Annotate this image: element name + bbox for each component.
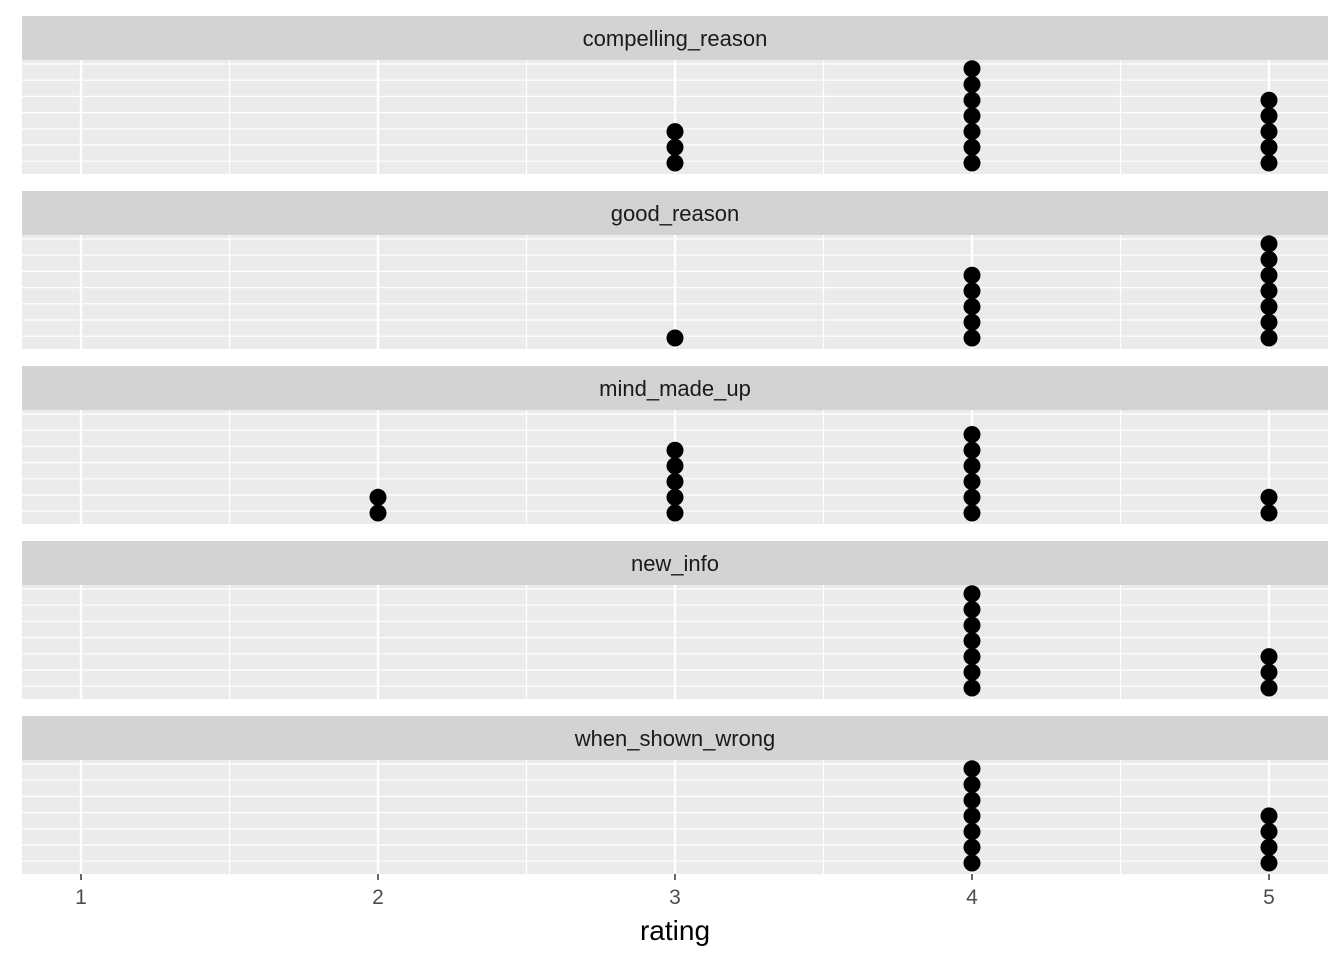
x-tick-label: 2 [372,886,384,909]
dot-rating-4 [963,488,981,506]
facet-compelling_reason: compelling_reason [22,16,1328,174]
dot-rating-4 [963,123,981,141]
dot-rating-3 [666,473,684,491]
x-tick-label: 4 [966,886,978,909]
facet-when_shown_wrong: when_shown_wrong [22,716,1328,874]
dot-rating-4 [963,154,981,172]
facet-strip-label: when_shown_wrong [574,726,776,751]
x-tick-label: 3 [669,886,681,909]
dot-rating-5 [1260,488,1278,506]
dot-rating-4 [963,441,981,459]
x-tick-label: 1 [75,886,87,909]
dot-rating-4 [963,776,981,793]
dot-rating-4 [963,632,981,650]
dot-rating-5 [1260,648,1278,666]
dot-rating-4 [963,473,981,491]
dot-rating-4 [963,60,981,78]
dot-rating-3 [666,329,684,347]
dot-rating-5 [1260,138,1278,156]
x-axis-title: rating [640,915,710,946]
dot-rating-4 [963,585,981,603]
facet-good_reason: good_reason [22,191,1328,349]
dot-rating-4 [963,601,981,618]
facet-strip-label: new_info [631,551,719,576]
dot-rating-5 [1260,266,1278,284]
facet-strip-label: mind_made_up [599,376,751,401]
facet-strip [22,16,1328,60]
dot-rating-5 [1260,823,1278,841]
dot-rating-2 [369,504,387,522]
dot-rating-3 [666,154,684,172]
dot-rating-4 [963,298,981,316]
dot-rating-4 [963,282,981,300]
dot-rating-5 [1260,807,1278,825]
facet-strip [22,366,1328,410]
facet-strip [22,716,1328,760]
dot-rating-5 [1260,663,1278,681]
facet-panels: compelling_reason good_reason mind_made_up… [22,16,1328,874]
dot-rating-4 [963,854,981,872]
dot-rating-4 [963,91,981,109]
dot-rating-5 [1260,313,1278,331]
dot-rating-3 [666,457,684,475]
dot-rating-5 [1260,504,1278,522]
x-tick-label: 5 [1263,886,1275,909]
facet-new_info: new_info [22,541,1328,699]
dot-rating-3 [666,441,684,459]
dot-rating-4 [963,648,981,666]
dot-rating-5 [1260,91,1278,109]
dot-rating-4 [963,679,981,697]
dot-rating-5 [1260,251,1278,268]
dot-rating-3 [666,123,684,141]
dot-rating-4 [963,313,981,331]
dot-rating-4 [963,838,981,856]
dot-rating-4 [963,760,981,778]
dot-rating-2 [369,488,387,506]
dot-rating-4 [963,504,981,522]
dot-rating-4 [963,807,981,825]
dot-rating-5 [1260,854,1278,872]
facet-strip-label: good_reason [611,201,739,226]
dot-rating-3 [666,504,684,522]
dot-rating-4 [963,823,981,841]
dot-rating-4 [963,266,981,284]
dot-rating-4 [963,426,981,443]
dot-rating-5 [1260,107,1278,125]
facet-strip [22,541,1328,585]
dot-rating-4 [963,138,981,156]
facet-mind_made_up: mind_made_up [22,366,1328,524]
facet-strip-label: compelling_reason [583,26,768,51]
dot-rating-5 [1260,282,1278,300]
dot-rating-5 [1260,329,1278,347]
x-axis: 1 2 3 4 5 [75,874,1275,909]
dot-rating-4 [963,457,981,475]
dot-rating-5 [1260,298,1278,316]
dot-rating-4 [963,329,981,347]
facet-strip [22,191,1328,235]
dot-rating-4 [963,791,981,809]
dot-rating-5 [1260,123,1278,141]
dot-rating-5 [1260,154,1278,172]
dot-rating-5 [1260,838,1278,856]
dot-rating-5 [1260,235,1278,253]
dot-rating-4 [963,616,981,634]
dot-rating-4 [963,663,981,681]
dot-rating-4 [963,107,981,125]
dot-rating-4 [963,76,981,93]
dot-rating-3 [666,488,684,506]
dot-rating-3 [666,138,684,156]
dot-rating-5 [1260,679,1278,697]
